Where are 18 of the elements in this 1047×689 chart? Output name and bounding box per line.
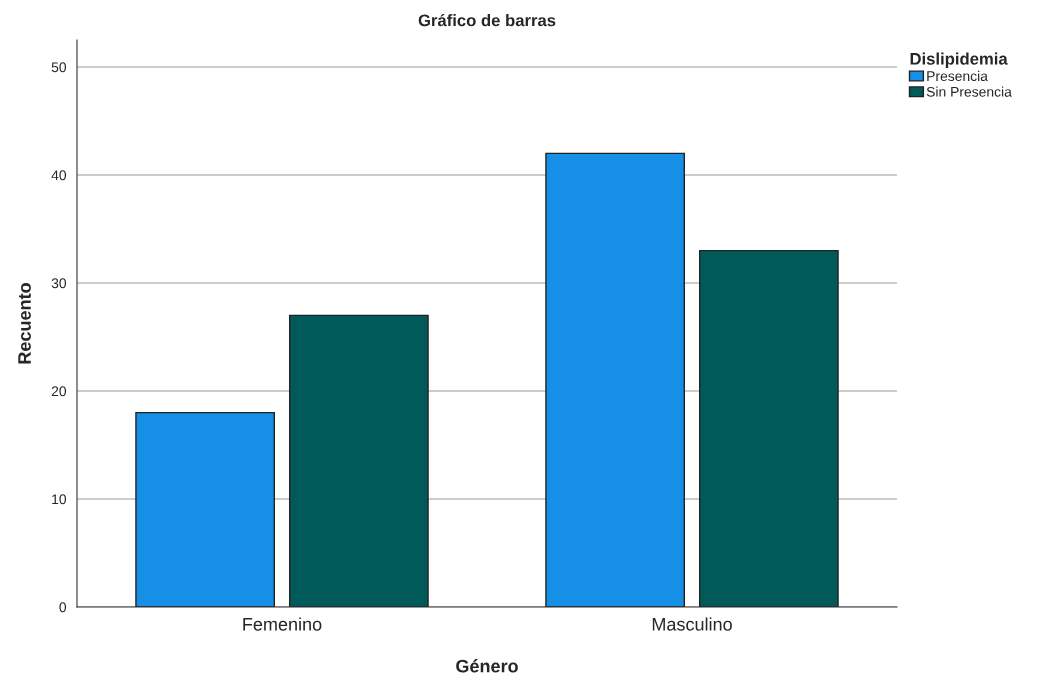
legend-label: Sin Presencia <box>926 86 1012 97</box>
bar <box>545 152 686 607</box>
x-axis-title: Género <box>456 659 518 673</box>
legend-title: Dislipidemia <box>910 52 1008 69</box>
chart-title: Gráfico de barras <box>418 13 556 27</box>
bar <box>288 314 429 607</box>
bar <box>135 411 276 607</box>
y-tick-label: 50 <box>51 62 67 73</box>
y-tick-label: 10 <box>52 494 67 505</box>
y-tick-label: 30 <box>51 278 67 289</box>
legend-label: Presencia <box>927 70 988 82</box>
x-tick-label: Masculino <box>652 617 732 631</box>
y-tick-label: 40 <box>51 170 67 181</box>
y-tick-label: 20 <box>51 386 67 397</box>
y-axis-title: Recuento <box>18 283 31 364</box>
x-tick-label: Femenino <box>243 617 322 631</box>
y-tick-label: 0 <box>59 602 67 613</box>
bar <box>698 249 839 607</box>
